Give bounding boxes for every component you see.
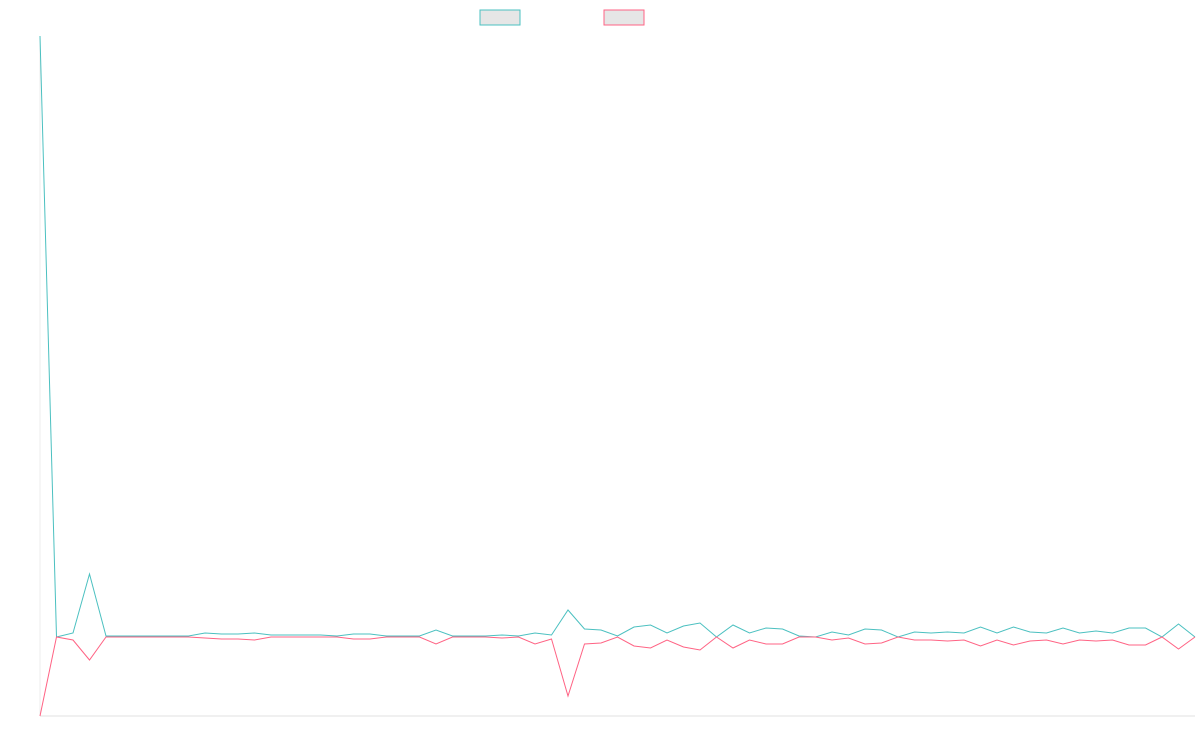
legend-swatch (479, 9, 521, 26)
line-series (39, 35, 1196, 638)
legend-swatch (603, 9, 645, 26)
line-series (39, 636, 1196, 717)
